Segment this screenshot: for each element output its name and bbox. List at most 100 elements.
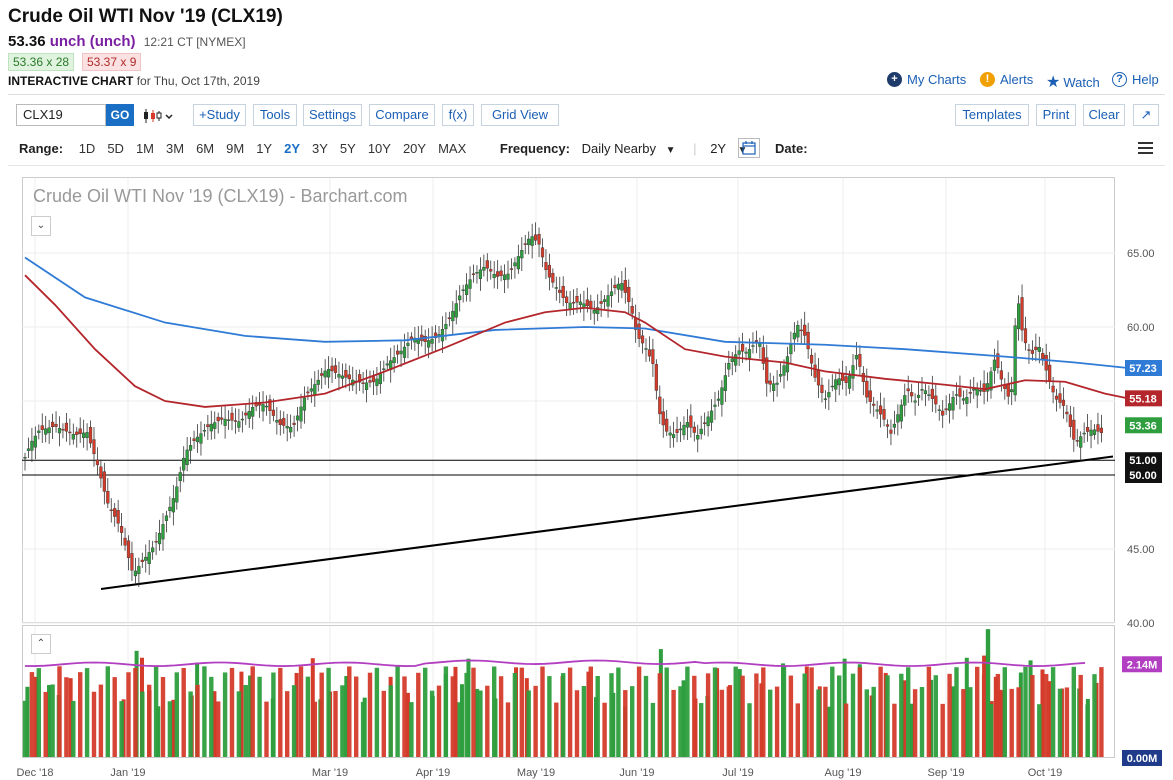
settings-button[interactable]: Settings: [303, 104, 362, 126]
candle-body: [889, 429, 893, 434]
candle-body: [123, 537, 127, 546]
candle-body: [192, 438, 196, 441]
volume-bar: [402, 676, 407, 757]
range-option-1d[interactable]: 1D: [78, 141, 96, 156]
candle-body: [637, 323, 641, 339]
candle-body: [985, 383, 990, 392]
tools-button[interactable]: Tools: [253, 104, 297, 126]
volume-bar: [554, 702, 559, 757]
volume-bar: [968, 687, 973, 757]
volume-bar: [22, 700, 28, 757]
range-option-5y[interactable]: 5Y: [339, 141, 356, 156]
candle-body: [375, 378, 379, 386]
my-charts-link[interactable]: + My Charts: [887, 72, 966, 87]
compare-button[interactable]: Compare: [369, 104, 435, 126]
volume-tag-bg: [1122, 656, 1162, 673]
volume-bar: [294, 672, 299, 757]
volume-bar: [1099, 667, 1104, 757]
volume-tag-label: 2.14M: [1127, 659, 1158, 671]
volume-bar: [395, 666, 400, 757]
price-tag-label: 50.00: [1129, 470, 1157, 482]
volume-bar: [105, 666, 110, 757]
study-button[interactable]: +Study: [193, 104, 246, 126]
chart-type-dropdown[interactable]: [142, 107, 176, 125]
candle-body: [330, 365, 334, 372]
range-option-6m[interactable]: 6M: [196, 141, 215, 156]
candle-body: [803, 324, 807, 336]
candle-body: [958, 388, 962, 397]
range-option-9m[interactable]: 9M: [226, 141, 245, 156]
clear-button[interactable]: Clear: [1083, 104, 1125, 126]
range-option-3m[interactable]: 3M: [166, 141, 185, 156]
candle-body: [130, 553, 134, 571]
candle-body: [309, 388, 313, 392]
candle-body: [823, 398, 827, 400]
candle-body: [92, 439, 96, 455]
candle-body: [454, 303, 458, 318]
volume-bar: [464, 672, 469, 757]
fx-button[interactable]: f(x): [442, 104, 474, 126]
candle-body: [492, 274, 496, 278]
date-picker-button[interactable]: [738, 138, 760, 158]
collapse-price-button[interactable]: ⌄: [31, 216, 51, 236]
expand-button[interactable]: ↗: [1133, 104, 1159, 126]
candle-body: [199, 433, 203, 444]
range-option-1m[interactable]: 1M: [135, 141, 154, 156]
candle-body: [171, 498, 175, 513]
candle-body: [233, 420, 238, 422]
volume-bar: [616, 667, 621, 757]
volume-bar: [271, 672, 276, 757]
range-option-3y[interactable]: 3Y: [312, 141, 328, 156]
volume-bar: [298, 666, 304, 757]
alerts-link[interactable]: ! Alerts: [980, 72, 1033, 87]
candle-body: [195, 436, 200, 443]
range-option-2y[interactable]: 2Y: [284, 141, 300, 156]
range-option-10y[interactable]: 10Y: [367, 141, 391, 156]
range-option-max[interactable]: MAX: [438, 141, 467, 156]
volume-bar: [485, 685, 490, 757]
candle-body: [913, 400, 917, 403]
volume-bar: [567, 667, 573, 757]
candle-body: [785, 356, 790, 373]
range-option-1y[interactable]: 1Y: [256, 141, 273, 156]
volume-bar: [1040, 669, 1045, 757]
candle-body: [37, 430, 41, 433]
volume-bar: [133, 668, 138, 757]
candle-body: [478, 269, 482, 279]
frequency-select[interactable]: Daily Nearby ▼: [582, 141, 680, 156]
range-option-5d[interactable]: 5D: [107, 141, 124, 156]
range-option-20y[interactable]: 20Y: [402, 141, 427, 156]
price-change: unch (unch): [49, 33, 136, 50]
candle-body: [68, 431, 72, 434]
candle-body: [333, 365, 338, 373]
watch-link[interactable]: ★ Watch: [1046, 72, 1100, 92]
candle-body: [316, 379, 320, 385]
price-tag-bg: [1125, 417, 1162, 434]
grid-view-button[interactable]: Grid View: [481, 104, 559, 126]
candle-body: [295, 415, 300, 421]
price-tag-label: 57.23: [1129, 363, 1157, 375]
candle-body: [527, 238, 531, 245]
candle-body: [592, 310, 596, 314]
volume-bar: [581, 686, 587, 757]
date-label: Date:: [775, 141, 808, 156]
candle-body: [1054, 395, 1059, 400]
symbol-input[interactable]: CLX19: [16, 104, 106, 126]
alerts-label: Alerts: [1000, 72, 1034, 87]
menu-button[interactable]: [1138, 141, 1154, 155]
candle-body: [361, 382, 365, 385]
print-button[interactable]: Print: [1036, 104, 1076, 126]
candle-body: [806, 331, 810, 350]
price-tag-bg: [1125, 390, 1162, 407]
candle-body: [561, 285, 565, 298]
templates-button[interactable]: Templates: [955, 104, 1029, 126]
volume-bar: [57, 666, 62, 757]
volume-bar: [243, 685, 248, 757]
chart-title: Crude Oil WTI Nov '19 (CLX19) - Barchart…: [33, 186, 408, 206]
collapse-volume-button[interactable]: ⌃: [31, 634, 51, 654]
candle-body: [682, 424, 686, 436]
go-button[interactable]: GO: [106, 104, 134, 126]
volume-bar: [498, 676, 504, 757]
help-link[interactable]: ? Help: [1112, 72, 1159, 87]
candle-body: [837, 378, 841, 386]
